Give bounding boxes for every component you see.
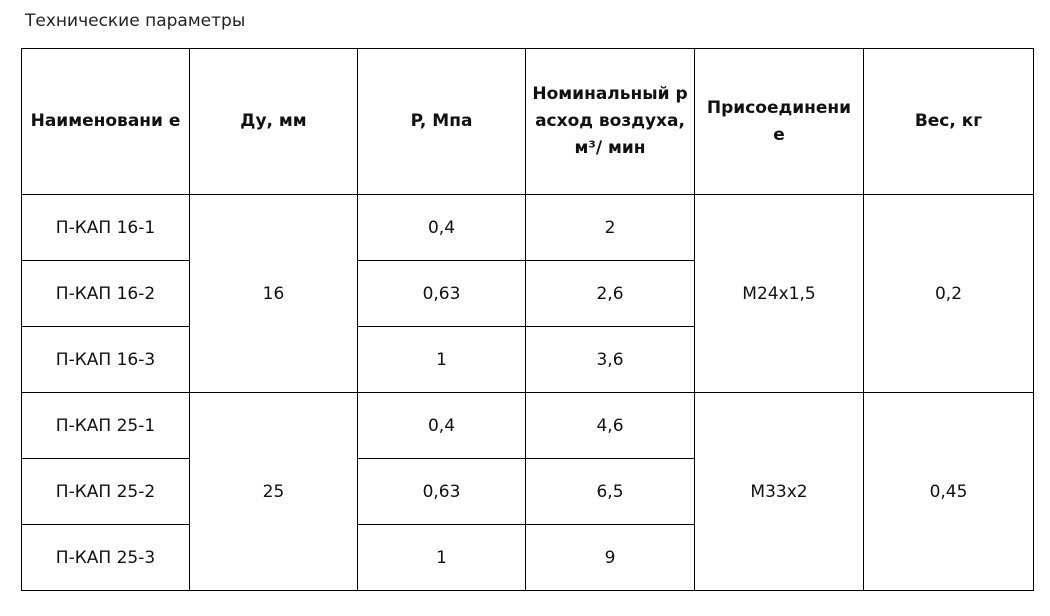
table-row: П-КАП 25-1 25 0,4 4,6 М33х2 0,45: [21, 392, 1034, 591]
header-flow: Номинальный расход воздуха, м³/ мин: [525, 48, 695, 195]
cell-flow: 4,6: [525, 392, 695, 459]
cell-name: П-КАП 16-3: [21, 326, 190, 393]
cell-flow: 2: [525, 194, 695, 261]
cell-name: П-КАП 16-2: [21, 260, 190, 327]
cell-flow: 6,5: [525, 458, 695, 525]
cell-pressure: 0,4: [357, 194, 526, 261]
cell-pressure: 0,4: [357, 392, 526, 459]
table-row: П-КАП 16-1 16 0,4 2 М24х1,5 0,2: [21, 194, 1034, 393]
table-row: П-КАП 16-2 0,63 2,6: [21, 260, 1034, 327]
header-name: Наименовани е: [21, 48, 190, 195]
cell-pressure: 1: [357, 326, 526, 393]
cell-name: П-КАП 25-3: [21, 524, 190, 591]
cell-pressure: 0,63: [357, 458, 526, 525]
cell-name: П-КАП 25-2: [21, 458, 190, 525]
cell-name: П-КАП 25-1: [21, 392, 190, 459]
table-row: П-КАП 25-2 0,63 6,5: [21, 458, 1034, 525]
cell-name: П-КАП 16-1: [21, 194, 190, 261]
cell-pressure: 0,63: [357, 260, 526, 327]
header-du: Ду, мм: [189, 48, 358, 195]
cell-weight: 0,2: [863, 194, 1034, 393]
cell-connection: М33х2: [694, 392, 864, 591]
table-row: П-КАП 25-3 1 9: [21, 524, 1034, 591]
header-connection: Присоединени е: [694, 48, 864, 195]
cell-du: 25: [189, 392, 358, 591]
header-weight: Вес, кг: [863, 48, 1034, 195]
table-row: П-КАП 16-3 1 3,6: [21, 326, 1034, 393]
spec-table: Наименовани е Ду, мм P, Мпа Номинальный …: [21, 48, 1034, 591]
table-header-row: Наименовани е Ду, мм P, Мпа Номинальный …: [21, 48, 1034, 195]
cell-flow: 9: [525, 524, 695, 591]
cell-connection: М24х1,5: [694, 194, 864, 393]
page-title: Технические параметры: [25, 11, 246, 31]
cell-flow: 2,6: [525, 260, 695, 327]
header-pressure: P, Мпа: [357, 48, 526, 195]
cell-pressure: 1: [357, 524, 526, 591]
cell-flow: 3,6: [525, 326, 695, 393]
cell-du: 16: [189, 194, 358, 393]
cell-weight: 0,45: [863, 392, 1034, 591]
